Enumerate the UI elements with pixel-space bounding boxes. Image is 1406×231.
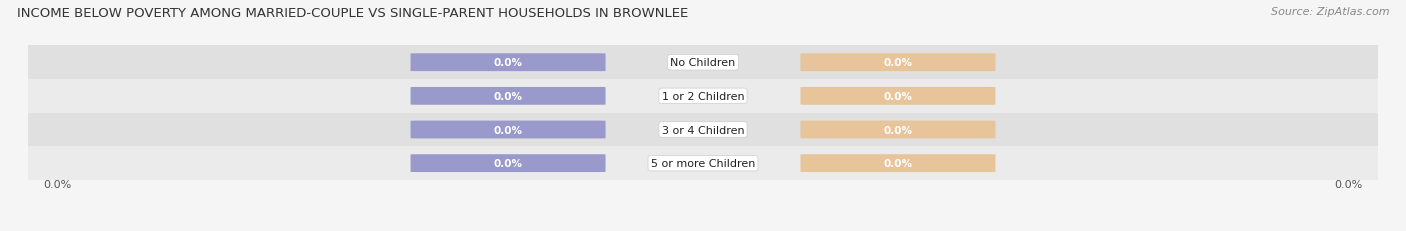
Text: INCOME BELOW POVERTY AMONG MARRIED-COUPLE VS SINGLE-PARENT HOUSEHOLDS IN BROWNLE: INCOME BELOW POVERTY AMONG MARRIED-COUPL… bbox=[17, 7, 688, 20]
Text: 1 or 2 Children: 1 or 2 Children bbox=[662, 91, 744, 101]
FancyBboxPatch shape bbox=[800, 88, 995, 105]
Text: 0.0%: 0.0% bbox=[494, 158, 523, 168]
Text: 0.0%: 0.0% bbox=[883, 58, 912, 68]
Text: 0.0%: 0.0% bbox=[883, 91, 912, 101]
FancyBboxPatch shape bbox=[411, 88, 606, 105]
Bar bbox=[28, 147, 1378, 180]
Text: 0.0%: 0.0% bbox=[1334, 179, 1362, 189]
FancyBboxPatch shape bbox=[800, 54, 995, 72]
FancyBboxPatch shape bbox=[411, 155, 606, 172]
Text: 0.0%: 0.0% bbox=[494, 91, 523, 101]
Bar bbox=[28, 46, 1378, 80]
FancyBboxPatch shape bbox=[411, 121, 606, 139]
Text: 0.0%: 0.0% bbox=[494, 125, 523, 135]
Text: 0.0%: 0.0% bbox=[494, 58, 523, 68]
Bar bbox=[28, 113, 1378, 147]
Text: 5 or more Children: 5 or more Children bbox=[651, 158, 755, 168]
Text: 0.0%: 0.0% bbox=[883, 125, 912, 135]
FancyBboxPatch shape bbox=[800, 155, 995, 172]
Text: 3 or 4 Children: 3 or 4 Children bbox=[662, 125, 744, 135]
FancyBboxPatch shape bbox=[800, 121, 995, 139]
Bar bbox=[28, 80, 1378, 113]
Text: No Children: No Children bbox=[671, 58, 735, 68]
Text: 0.0%: 0.0% bbox=[44, 179, 72, 189]
Text: 0.0%: 0.0% bbox=[883, 158, 912, 168]
Text: Source: ZipAtlas.com: Source: ZipAtlas.com bbox=[1271, 7, 1389, 17]
FancyBboxPatch shape bbox=[411, 54, 606, 72]
